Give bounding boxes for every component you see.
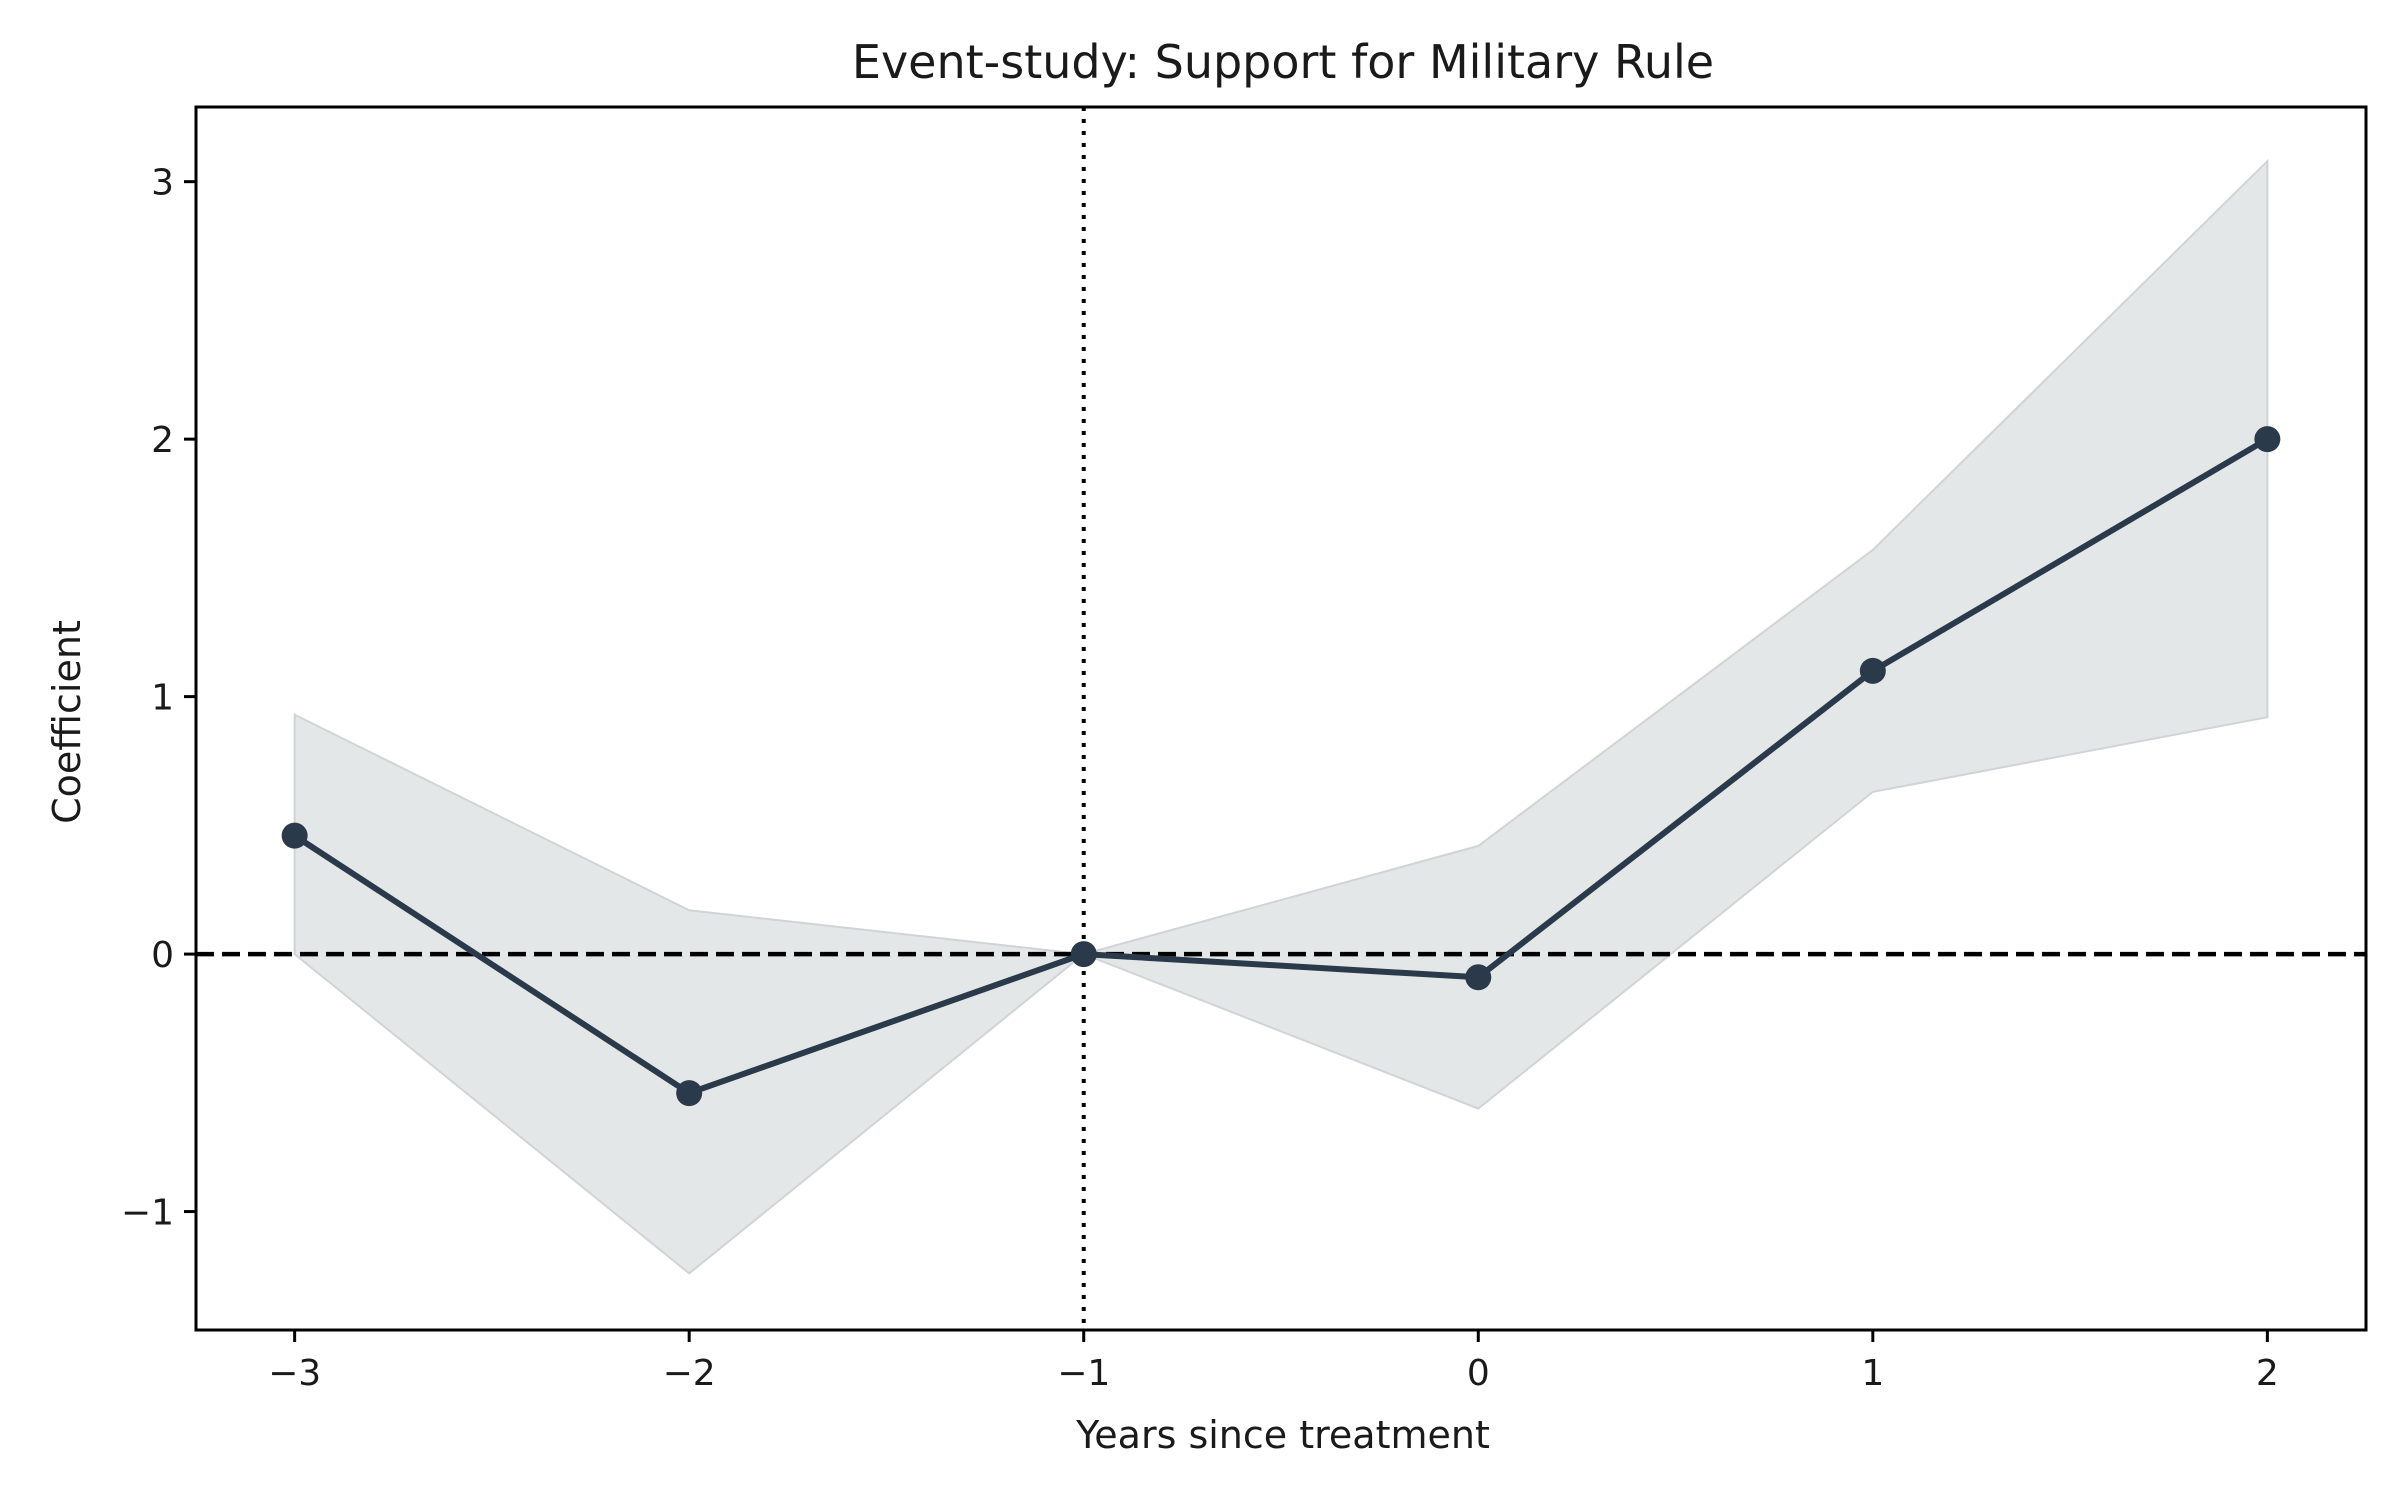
plot-area	[194, 105, 2368, 1332]
confidence-band	[293, 158, 2269, 1275]
coefficient-line	[292, 436, 2269, 1097]
coefficient-point	[676, 1080, 703, 1107]
coefficient-point	[281, 822, 308, 849]
coefficient-point	[1465, 964, 1492, 991]
y-tick-label: 1	[151, 678, 174, 719]
coefficient-point	[1859, 657, 1886, 684]
coefficient-point	[2254, 426, 2281, 453]
x-tick-label: −3	[268, 1353, 321, 1394]
y-tick-label: 0	[151, 935, 174, 976]
x-tick-label: 2	[2256, 1353, 2279, 1394]
y-axis-label: Coefficient	[45, 620, 89, 824]
chart-title: Event-study: Support for Military Rule	[852, 35, 1714, 89]
x-tick-label: −2	[663, 1353, 716, 1394]
x-tick-label: 1	[1861, 1353, 1884, 1394]
coefficient-point	[1070, 941, 1097, 968]
y-tick-label: 3	[151, 163, 174, 204]
x-tick-label: −1	[1057, 1353, 1110, 1394]
x-tick-label: 0	[1467, 1353, 1490, 1394]
y-tick-label: −1	[121, 1193, 174, 1234]
y-tick-label: 2	[151, 420, 174, 461]
axes-frame	[194, 105, 2368, 1332]
x-axis-label: Years since treatment	[1075, 1413, 1490, 1457]
axis-ticks: −3 −2 −1 0 1 2 −1 0 1 2 3	[121, 163, 2279, 1394]
